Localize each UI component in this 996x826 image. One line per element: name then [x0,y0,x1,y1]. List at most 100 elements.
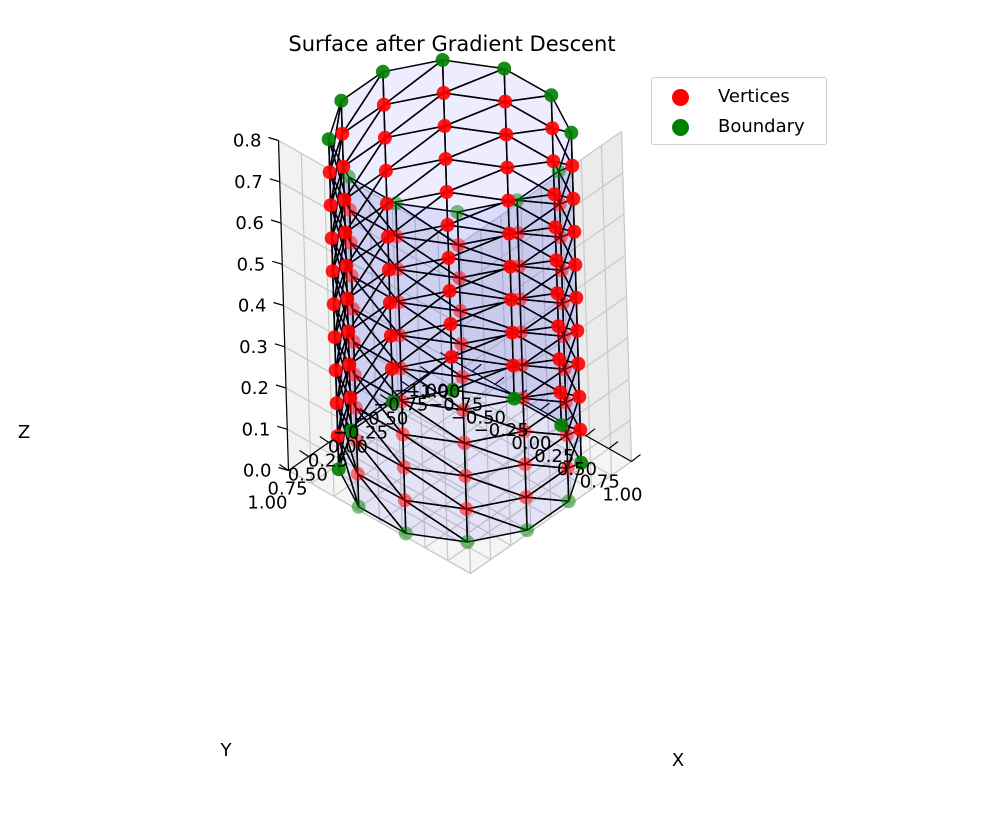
vertex-point [381,262,396,277]
vertex-point [339,258,354,273]
x-tick-mark [494,376,505,385]
legend-item-boundary: Boundary [652,115,822,141]
boundary-point [375,64,390,79]
z-tick-label: 0.1 [242,419,271,440]
vertex-point [350,466,365,481]
vertex-point [498,94,513,109]
grid-line [470,461,632,574]
vertex-point [377,130,392,145]
z-axis-label: Z [18,422,30,443]
z-tick-label: 0.2 [240,378,269,399]
x-axis-label: X [672,750,684,771]
vertex-point [551,319,566,334]
vertex-point [550,286,565,301]
vertex-point [517,424,532,439]
vertex-point [552,352,567,367]
grid-line [285,387,469,492]
z-tick-mark [270,219,282,224]
vertex-point [546,154,561,169]
vertex-point [342,357,357,372]
vertex-point [324,231,339,246]
x-tick-mark [585,428,596,437]
tick-labels: −1.00−0.75−0.50−0.250.000.250.500.751.00… [233,131,643,514]
boundary-point [507,391,522,406]
legend: Vertices Boundary [651,77,827,145]
z-tick-label: 0.6 [235,213,264,234]
vertex-point [397,493,412,508]
boundary-point [497,61,512,76]
y-tick-label: −0.25 [333,423,388,444]
y-tick-mark [319,436,330,443]
vertices-marker-icon [672,89,689,106]
vertex-point [451,238,466,252]
legend-label-boundary: Boundary [718,116,805,137]
vertex-point [566,191,581,206]
boundary-point [321,132,336,147]
z-tick-mark [273,301,284,307]
vertex-point [330,429,345,444]
vertex-point [323,198,338,213]
grid-line [328,441,512,547]
vertex-point [453,304,468,318]
x-tick-mark [608,441,619,450]
x-tick-label: 0.00 [511,433,551,454]
grid-line [282,263,465,368]
vertex-point [337,192,352,207]
z-tick-mark [274,343,285,348]
vertex-point [454,337,469,351]
x-tick-mark [631,454,641,462]
vertex-point [441,251,456,265]
vertex-point [565,158,580,173]
vertex-point [338,225,353,240]
vertex-point [500,160,515,175]
surface [321,53,589,549]
vertex-point [519,490,534,505]
grid-line [462,213,625,327]
vertex-point [443,317,458,331]
grid-line [463,254,626,368]
vertex-point [328,363,343,378]
vertex-point [571,356,586,371]
grid-line [468,419,631,533]
vertex-point [335,126,350,141]
mesh-triangle [443,125,507,160]
z-tick-mark [268,136,279,142]
vertex-point [444,350,459,364]
vertex-point [560,461,575,476]
vertex-point [336,159,351,174]
boundary-point [385,394,400,409]
vertex-point [439,185,454,199]
vertex-point [452,271,467,285]
vertex-point [384,361,399,376]
vertex-point [499,127,514,142]
vertex-point [459,502,474,516]
vertex-point [340,291,355,306]
vertex-point [545,121,560,136]
y-tick-label: 0.75 [268,479,308,500]
z-tick-mark [278,466,289,472]
vertex-point [379,196,394,211]
vertex-point [326,297,341,312]
vertex-point [573,422,588,437]
grid-line [279,181,463,286]
y-tick-mark [299,450,309,457]
z-tick-mark [269,178,280,183]
boundary-point [574,455,589,470]
boundary-point [554,418,569,433]
vertex-point [505,325,520,340]
grid-line [348,427,532,533]
vertex-point [568,257,583,272]
vertex-point [442,284,457,298]
chart-title: Surface after Gradient Descent [288,32,616,56]
vertex-point [378,163,393,178]
vertex-point [518,457,533,472]
x-tick-label: 0.75 [580,472,620,493]
boundary-point [520,523,535,538]
vertex-point [436,86,451,100]
x-tick-label: −0.25 [474,420,529,441]
vertex-point [437,119,452,133]
vertex-point [501,193,516,208]
boundary-point [564,125,579,140]
